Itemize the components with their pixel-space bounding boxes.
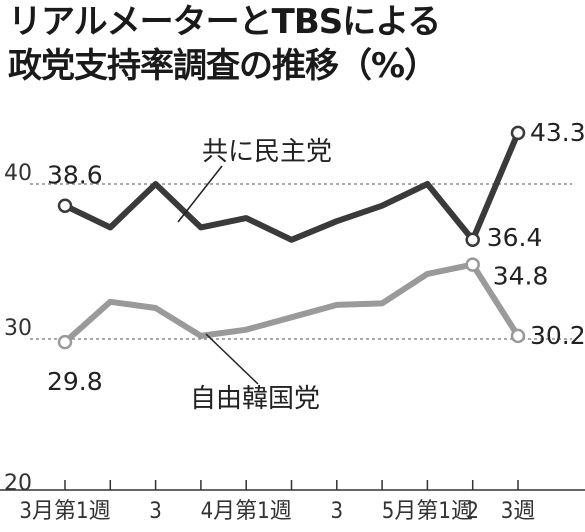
chart-series <box>57 125 526 350</box>
data-label: 43.3 <box>530 118 585 147</box>
chart-title-line-1: リアルメーターとTBSによる <box>8 2 441 42</box>
x-tick-label: 3 <box>331 499 344 524</box>
y-tick-label: 40 <box>4 161 32 186</box>
data-point-marker <box>465 257 480 272</box>
series-line-0 <box>62 129 521 243</box>
chart-title-line-2: 政党支持率調査の推移（%） <box>8 46 438 86</box>
data-label: 29.8 <box>47 367 103 396</box>
x-tick-label: 3 <box>149 499 162 524</box>
data-point-marker <box>510 125 526 141</box>
data-label: 34.8 <box>493 262 549 291</box>
data-label: 38.6 <box>47 161 103 190</box>
data-point-marker <box>465 232 480 248</box>
chart-gridlines <box>30 183 572 340</box>
y-axis-ticks: 40 30 20 <box>4 161 32 496</box>
series-name-label: 自由韓国党 <box>190 384 320 414</box>
y-tick-label: 30 <box>4 316 32 341</box>
x-tick-label: 5月第1週 <box>382 499 473 524</box>
data-point-marker <box>510 328 526 344</box>
leader-line <box>205 333 259 385</box>
series-name-label: 共に民主党 <box>202 137 332 167</box>
data-label: 30.2 <box>530 321 585 350</box>
data-label: 36.4 <box>487 223 543 252</box>
data-point-marker <box>57 198 73 213</box>
data-point-marker <box>57 334 73 350</box>
y-tick-label: 20 <box>4 471 32 496</box>
x-tick-label: 4月第1週 <box>201 499 292 524</box>
leader-line <box>177 165 223 223</box>
x-tick-label: 2 <box>466 499 479 524</box>
series-line-1 <box>62 261 521 346</box>
x-tick-label: 3月第1週 <box>19 499 110 524</box>
x-tick-label: 3週 <box>501 499 536 524</box>
